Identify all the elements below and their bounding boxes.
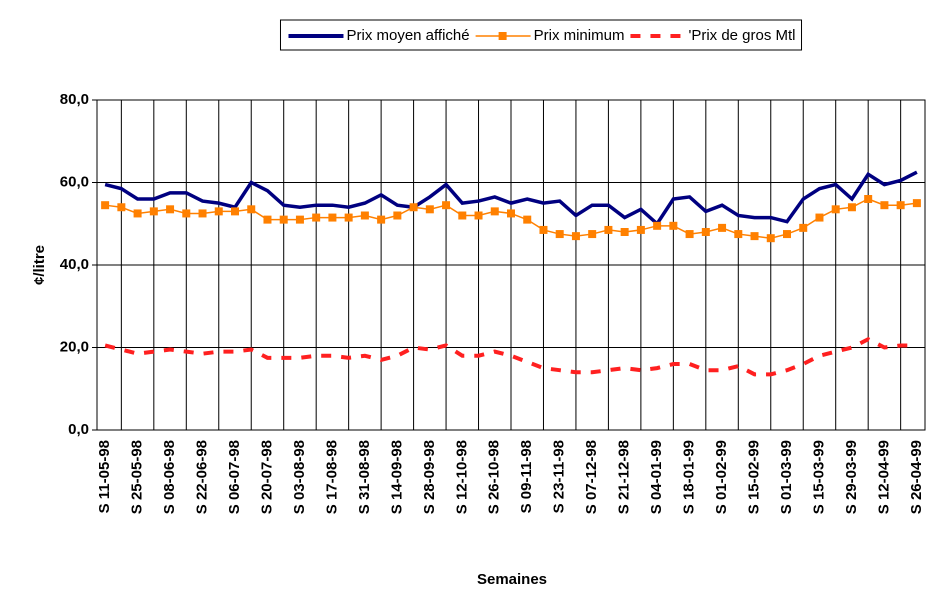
marker [604,225,613,234]
x-tick-label: S 15-02-99 [745,440,762,514]
x-tick-label: S 26-10-98 [486,440,503,514]
marker [458,211,467,220]
marker [831,205,840,214]
marker [490,207,499,216]
x-tick-label: S 21-12-98 [616,440,633,514]
x-tick-label: S 04-01-99 [648,440,665,514]
marker [636,225,645,234]
marker [847,203,856,212]
legend-label: Prix minimum [534,27,625,44]
x-tick-label: S 12-04-99 [875,440,892,514]
y-axis-label: ¢/litre [31,245,48,285]
legend-box [279,19,803,51]
marker [166,205,175,214]
x-tick-label: S 23-11-98 [551,440,568,513]
x-tick-label: S 22-06-98 [193,440,210,514]
marker [344,213,353,222]
x-tick-label: S 14-09-98 [388,440,405,514]
marker [571,232,580,241]
x-tick-label: S 15-03-99 [810,440,827,514]
marker [409,203,418,212]
marker [669,221,678,230]
marker [620,228,629,236]
marker [523,215,532,224]
y-tick-label: 60,0 [60,173,89,190]
marker [377,215,386,224]
marker [896,201,905,210]
marker [393,211,402,220]
marker [425,205,434,214]
x-tick-label: S 12-10-98 [453,440,470,514]
y-tick-label: 20,0 [60,338,89,355]
legend-label: Prix moyen affiché [346,27,469,44]
x-tick-label: S 01-03-99 [778,440,795,514]
marker [750,232,759,241]
x-tick-label: S 11-05-98 [96,440,113,513]
marker [231,207,239,216]
marker [328,213,337,222]
marker [912,199,921,208]
y-tick-label: 40,0 [60,256,89,273]
marker [133,209,142,218]
y-tick-label: 0,0 [68,421,89,438]
y-tick-label: 80,0 [60,91,89,108]
marker [214,207,223,216]
marker [360,211,369,220]
x-tick-label: S 18-01-99 [681,440,698,514]
marker [815,213,824,222]
x-axis-label: Semaines [477,571,547,588]
marker [263,215,272,224]
x-tick-label: S 29-03-99 [843,440,860,514]
x-tick-label: S 06-07-98 [226,440,243,514]
x-tick-label: S 01-02-99 [713,440,730,514]
x-tick-label: S 20-07-98 [258,440,275,514]
marker [117,203,126,212]
marker [766,234,775,243]
marker [653,221,662,230]
marker [507,209,515,218]
x-tick-label: S 07-12-98 [583,440,600,514]
x-tick-label: S 09-11-98 [518,440,535,513]
x-tick-label: S 25-05-98 [129,440,146,514]
marker [864,195,873,203]
marker [182,209,191,218]
series-line [104,170,918,227]
marker [588,230,597,239]
x-tick-label: S 26-04-99 [908,440,925,514]
legend-label: 'Prix de gros Mtl [688,27,795,44]
marker [474,211,483,220]
marker [718,223,727,232]
marker [783,230,791,239]
x-tick-label: S 17-08-98 [323,440,340,514]
marker [880,201,889,210]
legend-marker [498,32,507,40]
x-tick-label: S 31-08-98 [356,440,373,514]
marker [734,230,743,239]
legend: Prix moyen affiché Prix minimum 'Prix de g… [279,19,803,51]
marker [539,225,548,234]
marker [295,215,304,224]
marker [198,209,207,218]
marker [799,223,808,232]
x-tick-label: S 03-08-98 [291,440,308,514]
x-tick-label: S 08-06-98 [161,440,178,514]
x-tick-label: S 28-09-98 [421,440,438,514]
marker [149,207,158,216]
marker [442,201,451,210]
marker [101,201,110,210]
marker [701,228,710,236]
marker [685,230,694,239]
marker [247,205,256,214]
marker [279,215,288,224]
marker [555,230,564,239]
marker [312,213,321,222]
